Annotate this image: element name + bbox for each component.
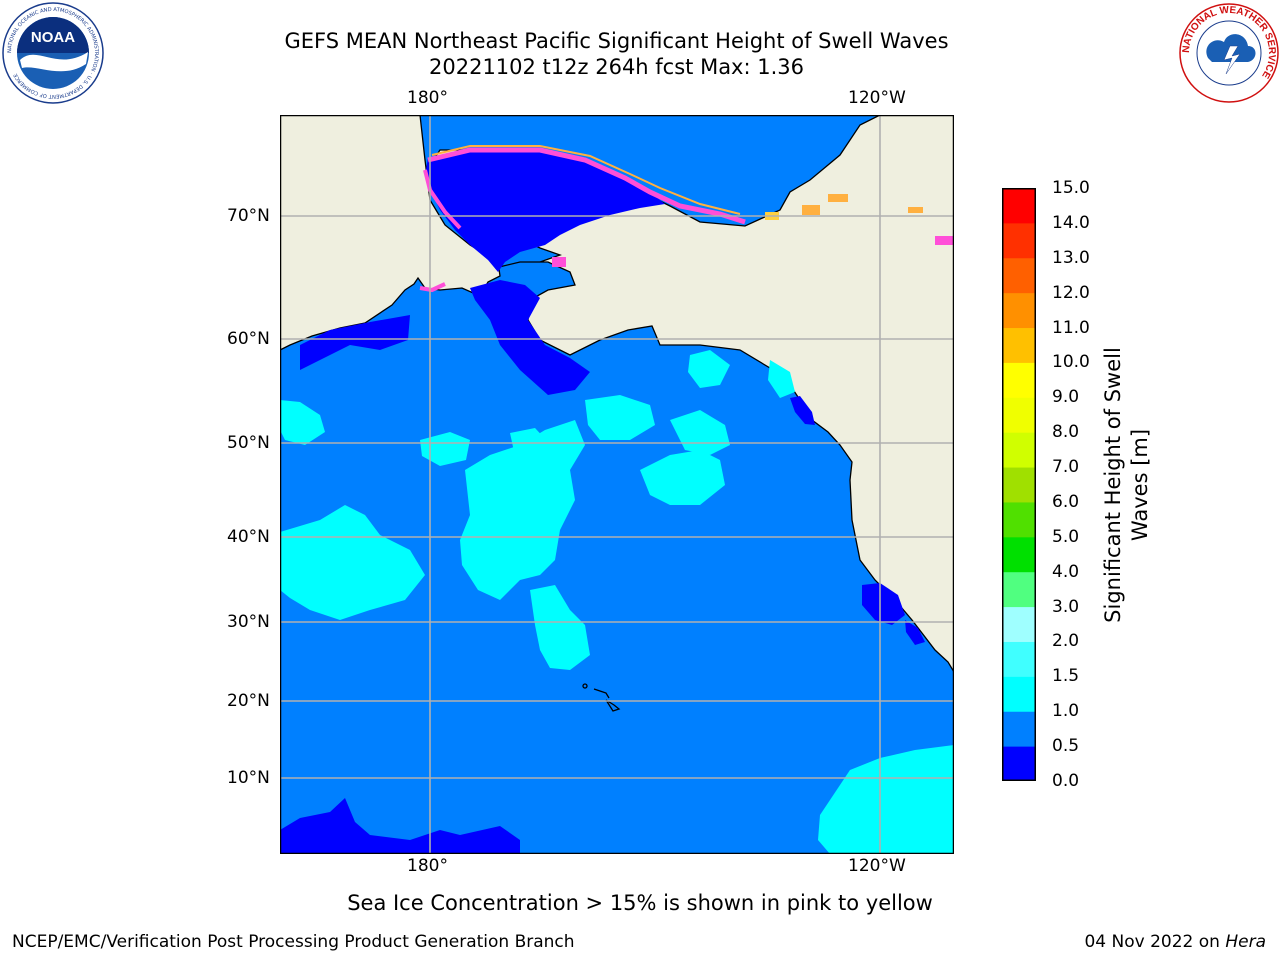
colorbar-band xyxy=(1002,536,1036,573)
nws-logo: NATIONAL WEATHER SERVICE xyxy=(1179,3,1279,103)
sea-ice-note: Sea Ice Concentration > 15% is shown in … xyxy=(347,891,933,915)
colorbar-tick-label: 9.0 xyxy=(1052,387,1080,408)
lon-label-top-120w: 120°W xyxy=(848,88,906,108)
lat-label-50n: 50°N xyxy=(227,433,270,453)
colorbar xyxy=(1002,188,1036,781)
colorbar-band xyxy=(1002,467,1036,503)
colorbar-tick-label: 8.0 xyxy=(1052,422,1080,443)
hawaii-islands xyxy=(582,683,621,712)
colorbar-tick-label: 6.0 xyxy=(1052,491,1080,512)
lat-label-40n: 40°N xyxy=(227,527,270,547)
lon-label-bottom-180: 180° xyxy=(407,856,448,876)
colorbar-tick-label: 14.0 xyxy=(1052,212,1090,233)
colorbar-tick-label: 10.0 xyxy=(1052,352,1090,373)
lon-label-bottom-120w: 120°W xyxy=(848,856,906,876)
noaa-logo-text: NOAA xyxy=(31,29,75,46)
chart-subtitle: 20221102 t12z 264h fcst Max: 1.36 xyxy=(429,55,804,79)
colorbar-tick-label: 0.5 xyxy=(1052,736,1080,757)
colorbar-tick-label: 13.0 xyxy=(1052,247,1090,268)
arctic-low-swell xyxy=(425,150,665,272)
lat-label-10n: 10°N xyxy=(227,768,270,788)
colorbar-tick-label: 2.0 xyxy=(1052,631,1080,652)
swell-patches-cyan xyxy=(280,350,954,854)
colorbar-tick-label: 3.0 xyxy=(1052,596,1080,617)
footer-date: 04 Nov 2022 on Hera xyxy=(1084,932,1266,952)
colorbar-band xyxy=(1002,676,1036,712)
colorbar-band xyxy=(1002,606,1036,642)
lat-label-60n: 60°N xyxy=(227,329,270,349)
colorbar-band xyxy=(1002,362,1036,398)
kamchatka-low-swell xyxy=(300,315,410,370)
colorbar-tick-label: 5.0 xyxy=(1052,526,1080,547)
colorbar-tick-label: 12.0 xyxy=(1052,282,1090,303)
colorbar-band xyxy=(1002,397,1036,433)
colorbar-tick-label: 15.0 xyxy=(1052,178,1090,198)
colorbar-tick-label: 1.5 xyxy=(1052,666,1080,687)
swell-height-map xyxy=(280,115,954,854)
colorbar-tick-label: 1.0 xyxy=(1052,701,1080,722)
colorbar-band xyxy=(1002,571,1036,608)
colorbar-band xyxy=(1002,188,1036,224)
low-swell-patches xyxy=(280,396,925,854)
footer-credit: NCEP/EMC/Verification Post Processing Pr… xyxy=(12,932,575,952)
bering-low-swell xyxy=(470,280,590,395)
map-frame xyxy=(280,115,954,854)
colorbar-tick-label: 11.0 xyxy=(1052,317,1090,338)
colorbar-tick-label: 0.0 xyxy=(1052,771,1080,791)
noaa-logo: NOAA NATIONAL OCEANIC AND ATMOSPHERIC AD… xyxy=(2,2,104,104)
colorbar-band xyxy=(1002,327,1036,363)
colorbar-band xyxy=(1002,292,1036,329)
colorbar-band xyxy=(1002,257,1036,294)
colorbar-band xyxy=(1002,222,1036,259)
lon-label-top-180: 180° xyxy=(407,88,448,108)
colorbar-label: Significant Height of Swell Waves [m] xyxy=(1101,347,1152,623)
colorbar-tick-label: 4.0 xyxy=(1052,561,1080,582)
colorbar-band xyxy=(1002,746,1036,781)
lat-label-20n: 20°N xyxy=(227,691,270,711)
colorbar-tick-label: 7.0 xyxy=(1052,457,1080,478)
colorbar-band xyxy=(1002,501,1036,538)
colorbar-band xyxy=(1002,711,1036,747)
chart-title: GEFS MEAN Northeast Pacific Significant … xyxy=(284,29,949,53)
sea-ice-edge xyxy=(427,147,746,225)
lat-label-70n: 70°N xyxy=(227,206,270,226)
map-gridlines xyxy=(280,115,954,854)
colorbar-band xyxy=(1002,641,1036,677)
colorbar-band xyxy=(1002,432,1036,468)
lat-label-30n: 30°N xyxy=(227,612,270,632)
